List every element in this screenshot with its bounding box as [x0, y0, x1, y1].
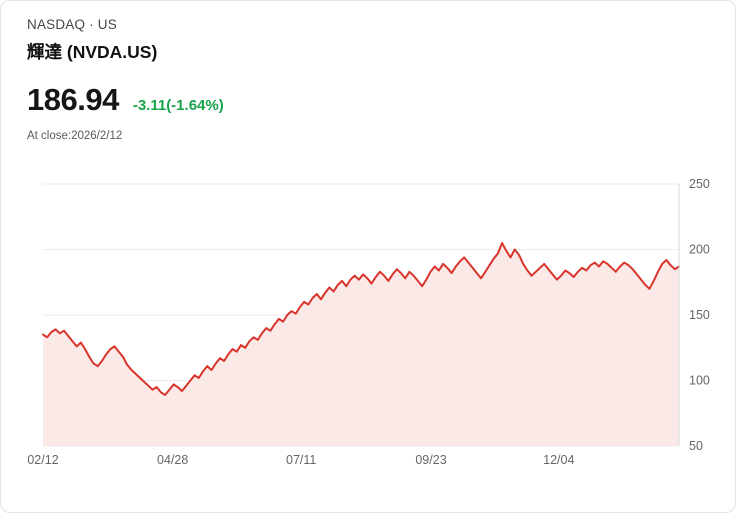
x-tick-label: 02/12: [27, 453, 58, 467]
as-of-label: At close:2026/2/12: [27, 130, 123, 142]
y-tick-label: 100: [689, 374, 710, 388]
price-change: -3.11(-1.64%): [132, 97, 224, 114]
x-tick-label: 12/04: [543, 453, 574, 467]
y-tick-label: 150: [689, 308, 710, 322]
stock-title: 輝達 (NVDA.US): [27, 42, 158, 62]
price-line: [42, 242, 680, 396]
x-tick-label: 09/23: [415, 453, 446, 467]
x-tick-label: 07/11: [286, 453, 316, 467]
y-tick-label: 250: [689, 177, 710, 191]
chart-area: 250 200 150 100 50 02/12 04/28 07/11 09/23 12/04: [1, 161, 735, 501]
price-row: 186.94 -3.11(-1.64%): [27, 82, 709, 118]
y-tick-label: 200: [689, 243, 710, 257]
price-chart: 250 200 150 100 50 02/12 04/28 07/11 09/23 12/04: [27, 177, 710, 467]
y-tick-label: 50: [689, 439, 703, 453]
price-area: [43, 243, 679, 446]
quote-header: NASDAQ · US 輝達 (NVDA.US) 186.94 -3.11(-1…: [1, 1, 735, 142]
x-tick-label: 04/28: [157, 453, 188, 467]
exchange-label: NASDAQ · US: [27, 17, 117, 32]
stock-price: 186.94: [27, 82, 119, 117]
